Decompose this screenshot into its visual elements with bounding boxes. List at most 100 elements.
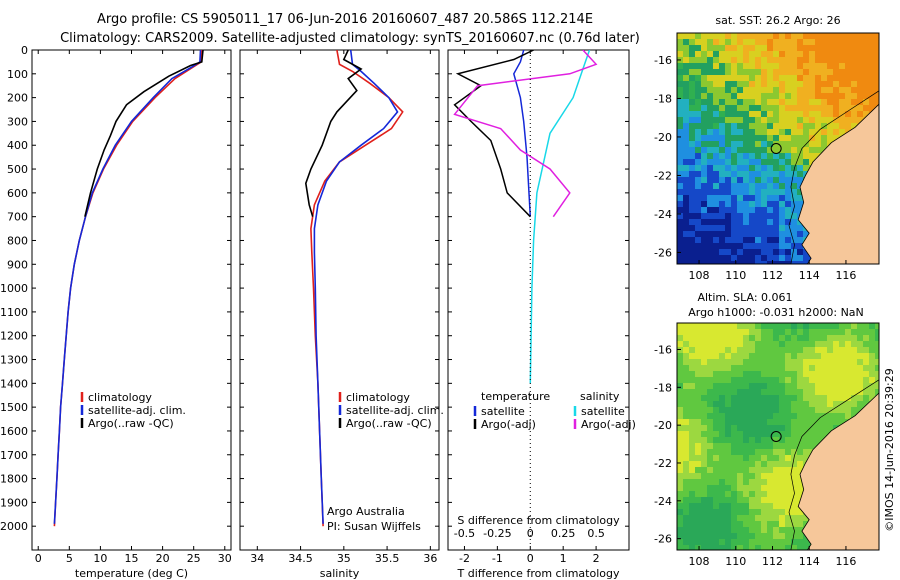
map-cell: [755, 75, 762, 82]
map-cell: [719, 153, 726, 160]
legend-label: climatology: [346, 391, 410, 404]
map-cell: [803, 165, 810, 172]
map-cell: [713, 255, 720, 262]
map-cell: [761, 437, 768, 444]
map-cell: [785, 515, 792, 522]
map-cell: [719, 255, 726, 262]
map-cell: [689, 413, 696, 420]
map-cell: [737, 69, 744, 76]
map-cell: [683, 359, 690, 366]
map-cell: [677, 99, 684, 106]
map-cell: [749, 135, 756, 142]
map-cell: [821, 413, 828, 420]
map-cell: [701, 485, 708, 492]
map-cell: [833, 419, 840, 426]
map-cell: [719, 129, 726, 136]
map-cell: [797, 99, 804, 106]
map-cell: [731, 437, 738, 444]
map-cell: [737, 99, 744, 106]
map-cell: [683, 75, 690, 82]
map-cell: [791, 443, 798, 450]
map-cell: [677, 437, 684, 444]
map-cell: [701, 323, 708, 330]
map-cell: [749, 479, 756, 486]
map-cell: [791, 353, 798, 360]
map-cell: [677, 177, 684, 184]
x-tick-label: 5: [66, 552, 73, 565]
map-cell: [755, 105, 762, 112]
map-cell: [707, 123, 714, 130]
map-cell: [833, 389, 840, 396]
map-cell: [797, 117, 804, 124]
map-cell: [779, 533, 786, 540]
map-cell: [785, 177, 792, 184]
map-cell: [695, 231, 702, 238]
map-cell: [731, 323, 738, 330]
y-tick-label: 900: [7, 258, 28, 271]
map-cell: [875, 389, 879, 396]
map-cell: [845, 93, 852, 100]
map-cell: [797, 189, 804, 196]
map-cell: [737, 533, 744, 540]
map-cell: [785, 237, 792, 244]
map-cell: [713, 389, 720, 396]
map-cell: [737, 335, 744, 342]
map-cell: [749, 467, 756, 474]
map-cell: [713, 111, 720, 118]
map-cell: [767, 57, 774, 64]
map-cell: [779, 377, 786, 384]
map-cell: [851, 111, 858, 118]
map-cell: [785, 231, 792, 238]
map-cell: [731, 63, 738, 70]
map-cell: [755, 383, 762, 390]
map-cell: [743, 231, 750, 238]
map-cell: [737, 225, 744, 232]
map-cell: [803, 443, 810, 450]
map-cell: [725, 99, 732, 106]
map-cell: [719, 63, 726, 70]
map-cell: [767, 371, 774, 378]
map-cell: [683, 395, 690, 402]
map-cell: [737, 135, 744, 142]
map-cell: [851, 93, 858, 100]
map-cell: [815, 135, 822, 142]
map-cell: [701, 509, 708, 516]
map-cell: [695, 123, 702, 130]
map-cell: [749, 219, 756, 226]
map-cell: [809, 365, 816, 372]
map-cell: [791, 539, 798, 546]
map-cell: [719, 177, 726, 184]
map-cell: [869, 39, 876, 46]
map-cell: [719, 183, 726, 190]
map-cell: [767, 117, 774, 124]
map-cell: [731, 93, 738, 100]
map-cell: [713, 147, 720, 154]
map-cell: [773, 111, 780, 118]
map-cell: [749, 413, 756, 420]
map-cell: [869, 389, 876, 396]
map-cell: [785, 57, 792, 64]
map-cell: [713, 473, 720, 480]
map-cell: [773, 437, 780, 444]
map-cell: [785, 389, 792, 396]
map-cell: [737, 87, 744, 94]
map-cell: [707, 443, 714, 450]
map-cell: [683, 165, 690, 172]
map-cell: [743, 449, 750, 456]
map-cell: [725, 219, 732, 226]
map-cell: [731, 129, 738, 136]
map-cell: [761, 255, 768, 262]
map-cell: [875, 39, 879, 46]
map-cell: [761, 261, 768, 264]
map-cell: [839, 69, 846, 76]
map-cell: [845, 39, 852, 46]
map-cell: [785, 99, 792, 106]
map-cell: [809, 431, 816, 438]
map-cell: [761, 183, 768, 190]
map-cell: [689, 455, 696, 462]
map-cell: [803, 33, 810, 40]
map-cell: [815, 383, 822, 390]
map-cell: [743, 219, 750, 226]
map-cell: [689, 123, 696, 130]
map-cell: [743, 407, 750, 414]
